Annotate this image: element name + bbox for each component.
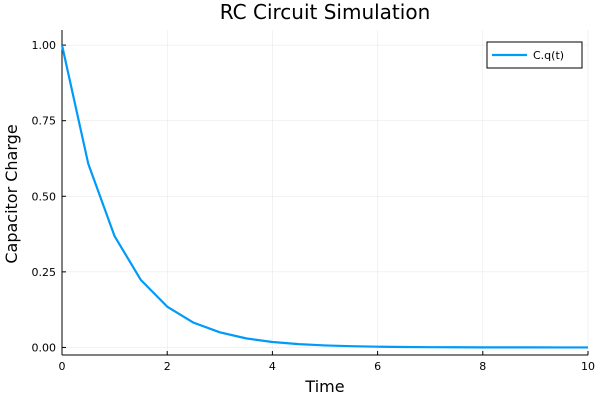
y-tick-label: 0.75 xyxy=(32,115,57,128)
legend: C.q(t) xyxy=(486,41,583,69)
x-tick-label: 2 xyxy=(164,360,171,373)
x-tick-label: 10 xyxy=(581,360,595,373)
series-layer xyxy=(60,44,589,349)
tick-labels: 0 2 4 6 8 10 0.00 0.25 0.50 0.75 1.00 xyxy=(32,39,596,373)
legend-label: C.q(t) xyxy=(533,49,564,62)
y-tick-label: 1.00 xyxy=(32,39,57,52)
x-axis-label: Time xyxy=(304,377,344,396)
y-tick-label: 0.00 xyxy=(32,341,57,354)
axes xyxy=(61,30,589,356)
grid xyxy=(61,30,589,355)
chart-title: RC Circuit Simulation xyxy=(220,0,431,24)
y-axis-label: Capacitor Charge xyxy=(2,124,21,263)
y-tick-label: 0.50 xyxy=(32,190,57,203)
x-tick-label: 6 xyxy=(374,360,381,373)
x-tick-label: 0 xyxy=(59,360,66,373)
x-tick-label: 8 xyxy=(479,360,486,373)
x-tick-label: 4 xyxy=(269,360,276,373)
y-tick-label: 0.25 xyxy=(32,266,57,279)
series-line-c-q-t xyxy=(60,44,589,349)
